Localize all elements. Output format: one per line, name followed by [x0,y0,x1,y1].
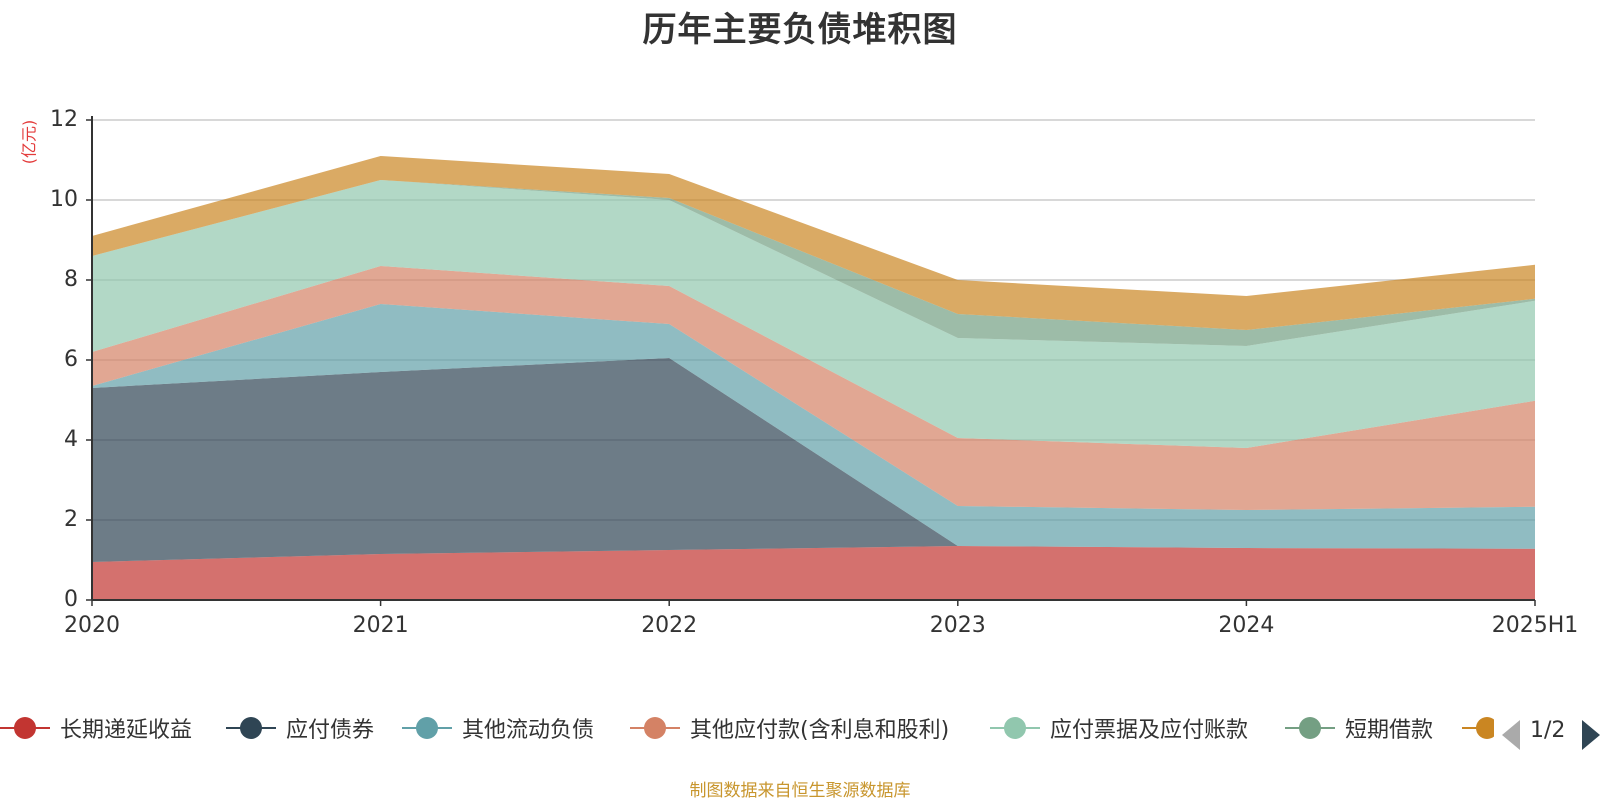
y-tick-label: 0 [64,587,78,612]
y-axis-unit-label: (亿元) [20,120,39,165]
y-tick-label: 10 [50,187,78,212]
area-series-3[interactable] [92,266,1535,510]
area-series-4[interactable] [92,180,1535,448]
legend-prev-page-icon[interactable] [1502,720,1520,750]
legend-item[interactable] [1462,712,1494,744]
legend-label: 长期递延收益 [60,718,193,743]
y-tick-label: 4 [64,427,78,452]
legend-label: 其他流动负债 [462,718,595,743]
legend-label: 其他应付款(含利息和股利) [690,718,950,743]
chart-title: 历年主要负债堆积图 [642,10,958,50]
area-series-5[interactable] [92,180,1535,346]
legend-item[interactable]: 应付票据及应付账款 [990,712,1248,744]
legend-next-page-icon[interactable] [1582,720,1600,750]
axes: 0 2 4 6 8 10 12 2020 2021 2022 2023 2024 2025H1 [50,107,1578,638]
legend-page-indicator: 1/2 [1530,718,1566,743]
legend: 长期递延收益 应付债券 其他流动负债 其他应付款(含利息和股利) 应付票据及应付账款 短期… [0,712,1600,752]
x-tick-label: 2020 [64,613,120,638]
y-tick-label: 12 [50,107,78,132]
legend-marker-icon [1285,714,1335,742]
x-tick-label: 2025H1 [1492,613,1579,638]
x-tick-label: 2021 [353,613,409,638]
legend-marker-icon [630,714,680,742]
legend-pager: 1/2 [1500,718,1600,754]
legend-label: 短期借款 [1345,718,1434,743]
legend-marker-icon [226,714,276,742]
area-series-2[interactable] [92,304,1535,549]
x-tick-label: 2024 [1218,613,1274,638]
legend-marker-icon [990,714,1040,742]
legend-label: 应付票据及应付账款 [1050,718,1249,743]
x-tick-label: 2022 [641,613,697,638]
legend-item[interactable]: 其他流动负债 [402,712,594,744]
legend-item[interactable]: 长期递延收益 [0,712,192,744]
y-tick-label: 2 [64,507,78,532]
legend-item[interactable]: 应付债券 [226,712,374,744]
area-series-0[interactable] [92,546,1535,600]
data-source-note: 制图数据来自恒生聚源数据库 [689,781,911,801]
legend-item[interactable]: 短期借款 [1285,712,1433,744]
area-series-6[interactable] [92,156,1535,330]
legend-label: 应付债券 [286,718,375,743]
legend-marker-icon [1462,714,1494,742]
area-series-1[interactable] [92,358,1535,562]
y-tick-label: 8 [64,267,78,292]
legend-marker-icon [0,714,50,742]
x-tick-label: 2023 [930,613,986,638]
legend-marker-icon [402,714,452,742]
legend-item[interactable]: 其他应付款(含利息和股利) [630,712,949,744]
y-tick-label: 6 [64,347,78,372]
stacked-areas [92,156,1535,600]
